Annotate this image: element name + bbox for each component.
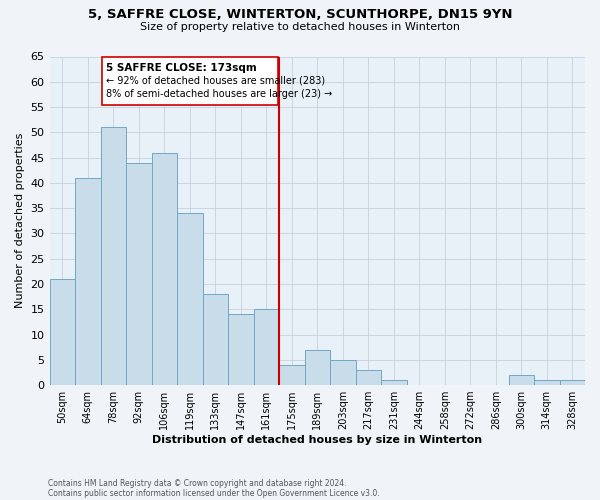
Text: 5 SAFFRE CLOSE: 173sqm: 5 SAFFRE CLOSE: 173sqm bbox=[106, 62, 256, 72]
Bar bbox=[75, 178, 101, 385]
Bar bbox=[101, 128, 126, 385]
X-axis label: Distribution of detached houses by size in Winterton: Distribution of detached houses by size … bbox=[152, 435, 482, 445]
FancyBboxPatch shape bbox=[102, 56, 278, 104]
Bar bbox=[203, 294, 228, 385]
Bar bbox=[509, 375, 534, 385]
Bar bbox=[356, 370, 381, 385]
Bar bbox=[279, 365, 305, 385]
Text: Contains HM Land Registry data © Crown copyright and database right 2024.: Contains HM Land Registry data © Crown c… bbox=[48, 478, 347, 488]
Text: 8% of semi-detached houses are larger (23) →: 8% of semi-detached houses are larger (2… bbox=[106, 90, 332, 100]
Y-axis label: Number of detached properties: Number of detached properties bbox=[15, 133, 25, 308]
Bar bbox=[254, 310, 279, 385]
Bar bbox=[381, 380, 407, 385]
Text: Size of property relative to detached houses in Winterton: Size of property relative to detached ho… bbox=[140, 22, 460, 32]
Bar bbox=[126, 162, 152, 385]
Bar bbox=[534, 380, 560, 385]
Bar bbox=[50, 279, 75, 385]
Bar bbox=[330, 360, 356, 385]
Bar bbox=[305, 350, 330, 385]
Bar bbox=[228, 314, 254, 385]
Text: 5, SAFFRE CLOSE, WINTERTON, SCUNTHORPE, DN15 9YN: 5, SAFFRE CLOSE, WINTERTON, SCUNTHORPE, … bbox=[88, 8, 512, 20]
Bar bbox=[152, 152, 177, 385]
Text: ← 92% of detached houses are smaller (283): ← 92% of detached houses are smaller (28… bbox=[106, 76, 325, 86]
Bar bbox=[560, 380, 585, 385]
Text: Contains public sector information licensed under the Open Government Licence v3: Contains public sector information licen… bbox=[48, 488, 380, 498]
Bar bbox=[177, 213, 203, 385]
